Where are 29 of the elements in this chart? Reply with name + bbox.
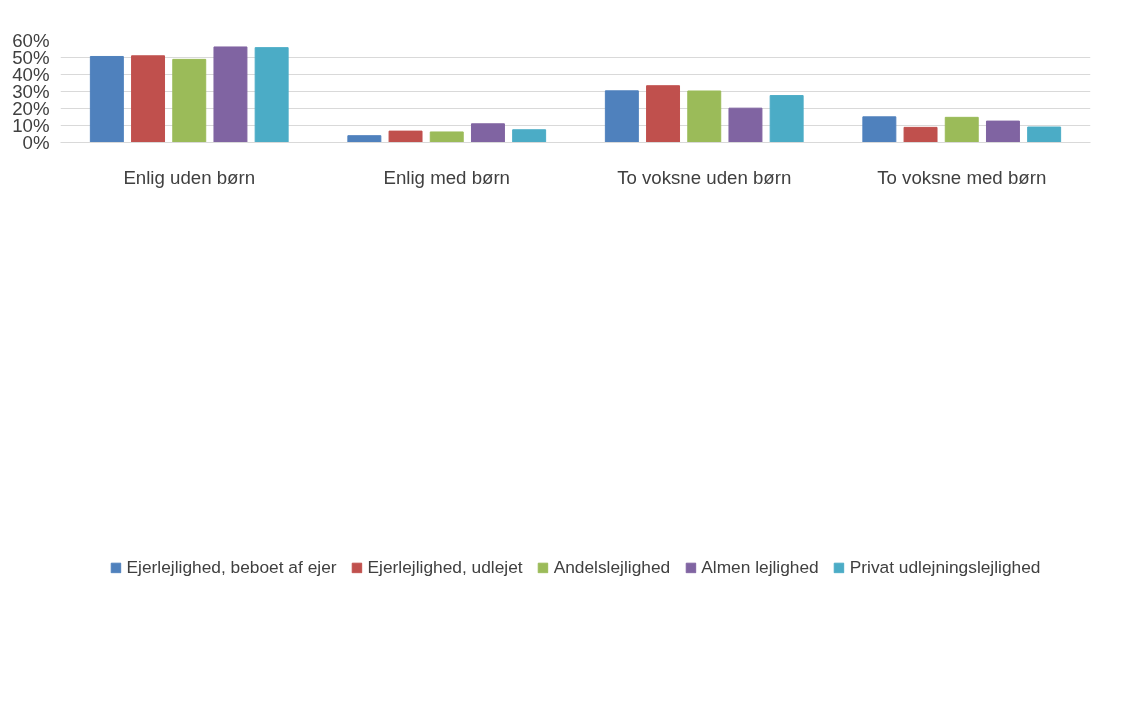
bar — [769, 95, 804, 143]
bar — [604, 90, 639, 143]
bar — [429, 131, 464, 143]
bar — [862, 116, 897, 143]
bar — [903, 126, 938, 143]
bar — [728, 107, 763, 143]
bar — [347, 135, 382, 143]
bar — [985, 120, 1020, 143]
legend-label: Andelslejlighed — [553, 556, 671, 578]
bar — [172, 58, 207, 143]
bar — [944, 116, 979, 143]
bar — [254, 47, 289, 143]
x-tick-label: To voksne uden børn — [617, 166, 792, 188]
bar — [1027, 126, 1062, 143]
x-tick-label: Enlig med børn — [383, 166, 511, 188]
legend-label: Privat udlejningslejlighed — [849, 556, 1041, 578]
bar — [213, 46, 248, 143]
legend-label: Almen lejlighed — [701, 556, 819, 578]
bar — [687, 90, 722, 143]
bar — [646, 85, 681, 143]
bar — [131, 55, 166, 143]
x-tick-label: Enlig uden børn — [123, 166, 256, 188]
bar — [470, 123, 505, 143]
bar — [512, 129, 547, 143]
bar — [388, 130, 423, 143]
legend-label: Ejerlejlighed, beboet af ejer — [126, 556, 337, 578]
legend-label: Ejerlejlighed, udlejet — [367, 556, 523, 578]
x-tick-label: To voksne med børn — [877, 166, 1047, 188]
bar — [89, 55, 124, 143]
